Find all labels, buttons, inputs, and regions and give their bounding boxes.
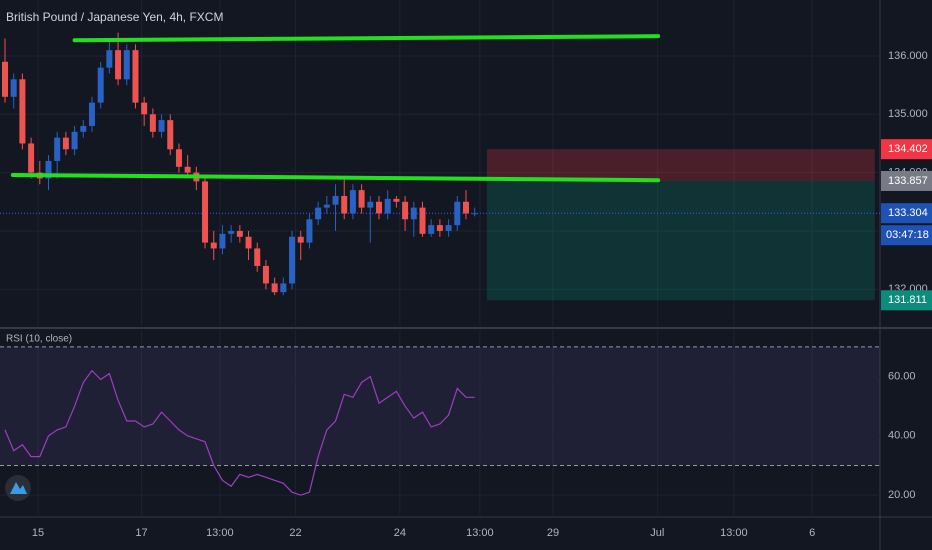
candle-body <box>184 166 191 173</box>
candle-body <box>97 67 104 103</box>
candle-body <box>202 181 209 243</box>
candle-body <box>436 225 443 231</box>
candle-body <box>332 195 339 205</box>
y-tick-label: 60.00 <box>888 370 916 382</box>
candle-body <box>10 79 17 97</box>
candle-body <box>367 201 374 208</box>
candle-body <box>445 225 452 231</box>
candle-body <box>306 219 313 243</box>
x-tick-label: Jul <box>650 527 664 539</box>
x-tick-label: 13:00 <box>466 527 494 539</box>
candle-body <box>80 125 87 132</box>
candle-body <box>132 50 139 103</box>
candle-body <box>410 207 417 220</box>
candle-body <box>167 120 174 150</box>
candle-body <box>454 201 461 226</box>
candle-body <box>271 283 278 293</box>
candle-body <box>393 198 400 202</box>
candle-body <box>175 149 182 167</box>
trend-line <box>72 34 661 43</box>
candle-body <box>341 195 348 214</box>
trend-line <box>10 172 661 183</box>
band-fill <box>0 346 880 466</box>
x-tick-label: 15 <box>32 527 44 539</box>
candle-body <box>123 50 130 80</box>
indicator-title: RSI (10, close) <box>6 334 72 345</box>
price-marker <box>881 203 932 224</box>
price-marker <box>881 139 932 160</box>
price-marker <box>881 290 932 311</box>
x-tick-label: 6 <box>809 527 815 539</box>
y-tick-label: 40.00 <box>888 430 916 442</box>
candle-body <box>402 201 409 220</box>
candle-body <box>115 50 122 80</box>
candle-body <box>462 201 469 214</box>
candle-body <box>376 201 383 214</box>
x-tick-label: 24 <box>394 527 406 539</box>
y-tick-label: 136.000 <box>888 50 928 62</box>
candle-body <box>149 114 156 132</box>
x-tick-label: 13:00 <box>206 527 234 539</box>
x-tick-label: 17 <box>135 527 147 539</box>
price-marker <box>881 170 932 191</box>
target-zone <box>486 180 875 301</box>
y-tick-label: 20.00 <box>888 489 916 501</box>
candle-body <box>158 120 165 132</box>
candle-body <box>384 198 391 214</box>
candle-body <box>219 233 226 249</box>
countdown-box <box>881 225 932 246</box>
candle-body <box>471 213 478 215</box>
y-tick-label: 135.000 <box>888 108 928 120</box>
logo-icon <box>10 482 27 494</box>
candle-body <box>106 50 113 68</box>
symbol-title: British Pound / Japanese Yen, 4h, FXCM <box>6 10 223 24</box>
candle-body <box>210 242 217 249</box>
candle-body <box>289 236 296 284</box>
candle-body <box>315 207 322 220</box>
price-marker-label: 134.402 <box>888 143 928 155</box>
price-marker-label: 133.304 <box>888 207 928 219</box>
x-tick-label: 13:00 <box>720 527 748 539</box>
price-marker-label: 133.857 <box>888 175 928 187</box>
countdown-label: 03:47:18 <box>886 229 929 241</box>
candle-body <box>349 190 356 214</box>
price-marker-label: 131.811 <box>888 294 927 306</box>
candle-body <box>280 283 287 293</box>
candle-body <box>358 190 365 208</box>
candle-body <box>419 207 426 234</box>
candle-body <box>28 143 35 173</box>
candle-body <box>262 265 269 284</box>
x-tick-label: 29 <box>547 527 559 539</box>
candle-body <box>228 230 235 234</box>
stop-zone <box>486 149 875 181</box>
candle-body <box>45 160 52 179</box>
candle-body <box>323 204 330 208</box>
candle-body <box>428 225 435 234</box>
candle-body <box>71 131 78 150</box>
candle-body <box>254 248 261 266</box>
candle-body <box>88 102 95 126</box>
candle-body <box>141 102 148 115</box>
candle-body <box>297 236 304 243</box>
rsi-line <box>4 369 475 496</box>
candle-body <box>2 61 9 97</box>
x-tick-label: 22 <box>289 527 301 539</box>
candle-body <box>236 230 243 237</box>
candle-body <box>245 236 252 249</box>
candle-body <box>62 137 69 150</box>
candle-body <box>19 79 26 144</box>
candle-body <box>54 137 61 161</box>
